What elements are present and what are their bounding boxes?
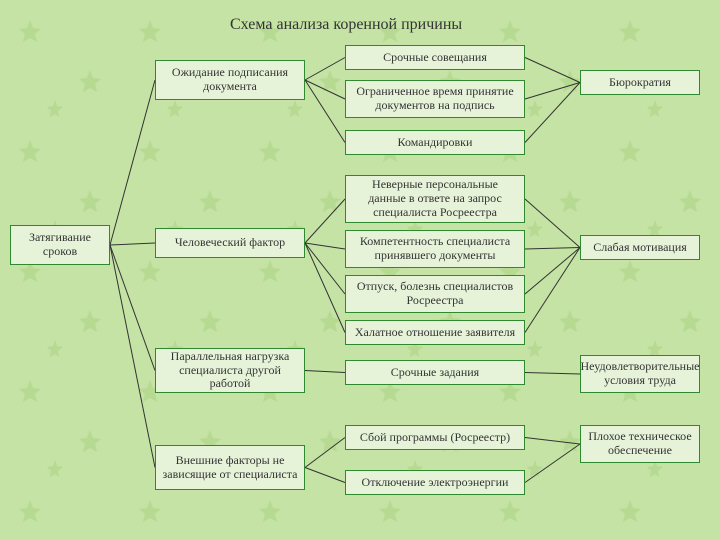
node-power_off: Отключение электроэнергии	[345, 470, 525, 495]
node-root: Затягивание сроков	[10, 225, 110, 265]
edge-external-sw_fail	[305, 438, 345, 468]
edge-sign-urgent_meet	[305, 58, 345, 81]
edge-root-human	[110, 243, 155, 245]
node-external: Внешние факторы не зависящие от специали…	[155, 445, 305, 490]
node-competence: Компетентность специалиста принявшего до…	[345, 230, 525, 268]
edge-human-negligence	[305, 243, 345, 333]
edge-limited_time-bureaucracy	[525, 83, 580, 100]
node-limited_time: Ограниченное время принятие документов н…	[345, 80, 525, 118]
edge-sign-limited_time	[305, 80, 345, 99]
edge-parallel-urgent_tasks	[305, 371, 345, 373]
node-weak_motiv: Слабая мотивация	[580, 235, 700, 260]
edge-root-parallel	[110, 245, 155, 371]
edge-vacation-weak_motiv	[525, 248, 580, 295]
node-parallel: Параллельная нагрузка специалиста другой…	[155, 348, 305, 393]
node-wrong_data: Неверные персональные данные в ответе на…	[345, 175, 525, 223]
node-bad_tech: Плохое техническое обеспечение	[580, 425, 700, 463]
edge-external-power_off	[305, 468, 345, 483]
node-urgent_tasks: Срочные задания	[345, 360, 525, 385]
edge-sw_fail-bad_tech	[525, 438, 580, 445]
node-bureaucracy: Бюрократия	[580, 70, 700, 95]
edge-trips-bureaucracy	[525, 83, 580, 143]
node-negligence: Халатное отношение заявителя	[345, 320, 525, 345]
edge-power_off-bad_tech	[525, 444, 580, 483]
edge-human-vacation	[305, 243, 345, 294]
edge-human-wrong_data	[305, 199, 345, 243]
node-urgent_meet: Срочные совещания	[345, 45, 525, 70]
edge-root-external	[110, 245, 155, 468]
edge-urgent_meet-bureaucracy	[525, 58, 580, 83]
edge-sign-trips	[305, 80, 345, 143]
edge-root-sign	[110, 80, 155, 245]
node-vacation: Отпуск, болезнь специалистов Росреестра	[345, 275, 525, 313]
edge-human-competence	[305, 243, 345, 249]
diagram-title: Схема анализа коренной причины	[230, 16, 462, 34]
node-sign: Ожидание подписания документа	[155, 60, 305, 100]
node-human: Человеческий фактор	[155, 228, 305, 258]
node-trips: Командировки	[345, 130, 525, 155]
edge-negligence-weak_motiv	[525, 248, 580, 333]
diagram-canvas: Схема анализа коренной причины Затягиван…	[0, 0, 720, 540]
edge-urgent_tasks-bad_conditions	[525, 373, 580, 375]
edge-competence-weak_motiv	[525, 248, 580, 250]
node-sw_fail: Сбой программы (Росреестр)	[345, 425, 525, 450]
node-bad_conditions: Неудовлетворительные условия труда	[580, 355, 700, 393]
edge-wrong_data-weak_motiv	[525, 199, 580, 248]
